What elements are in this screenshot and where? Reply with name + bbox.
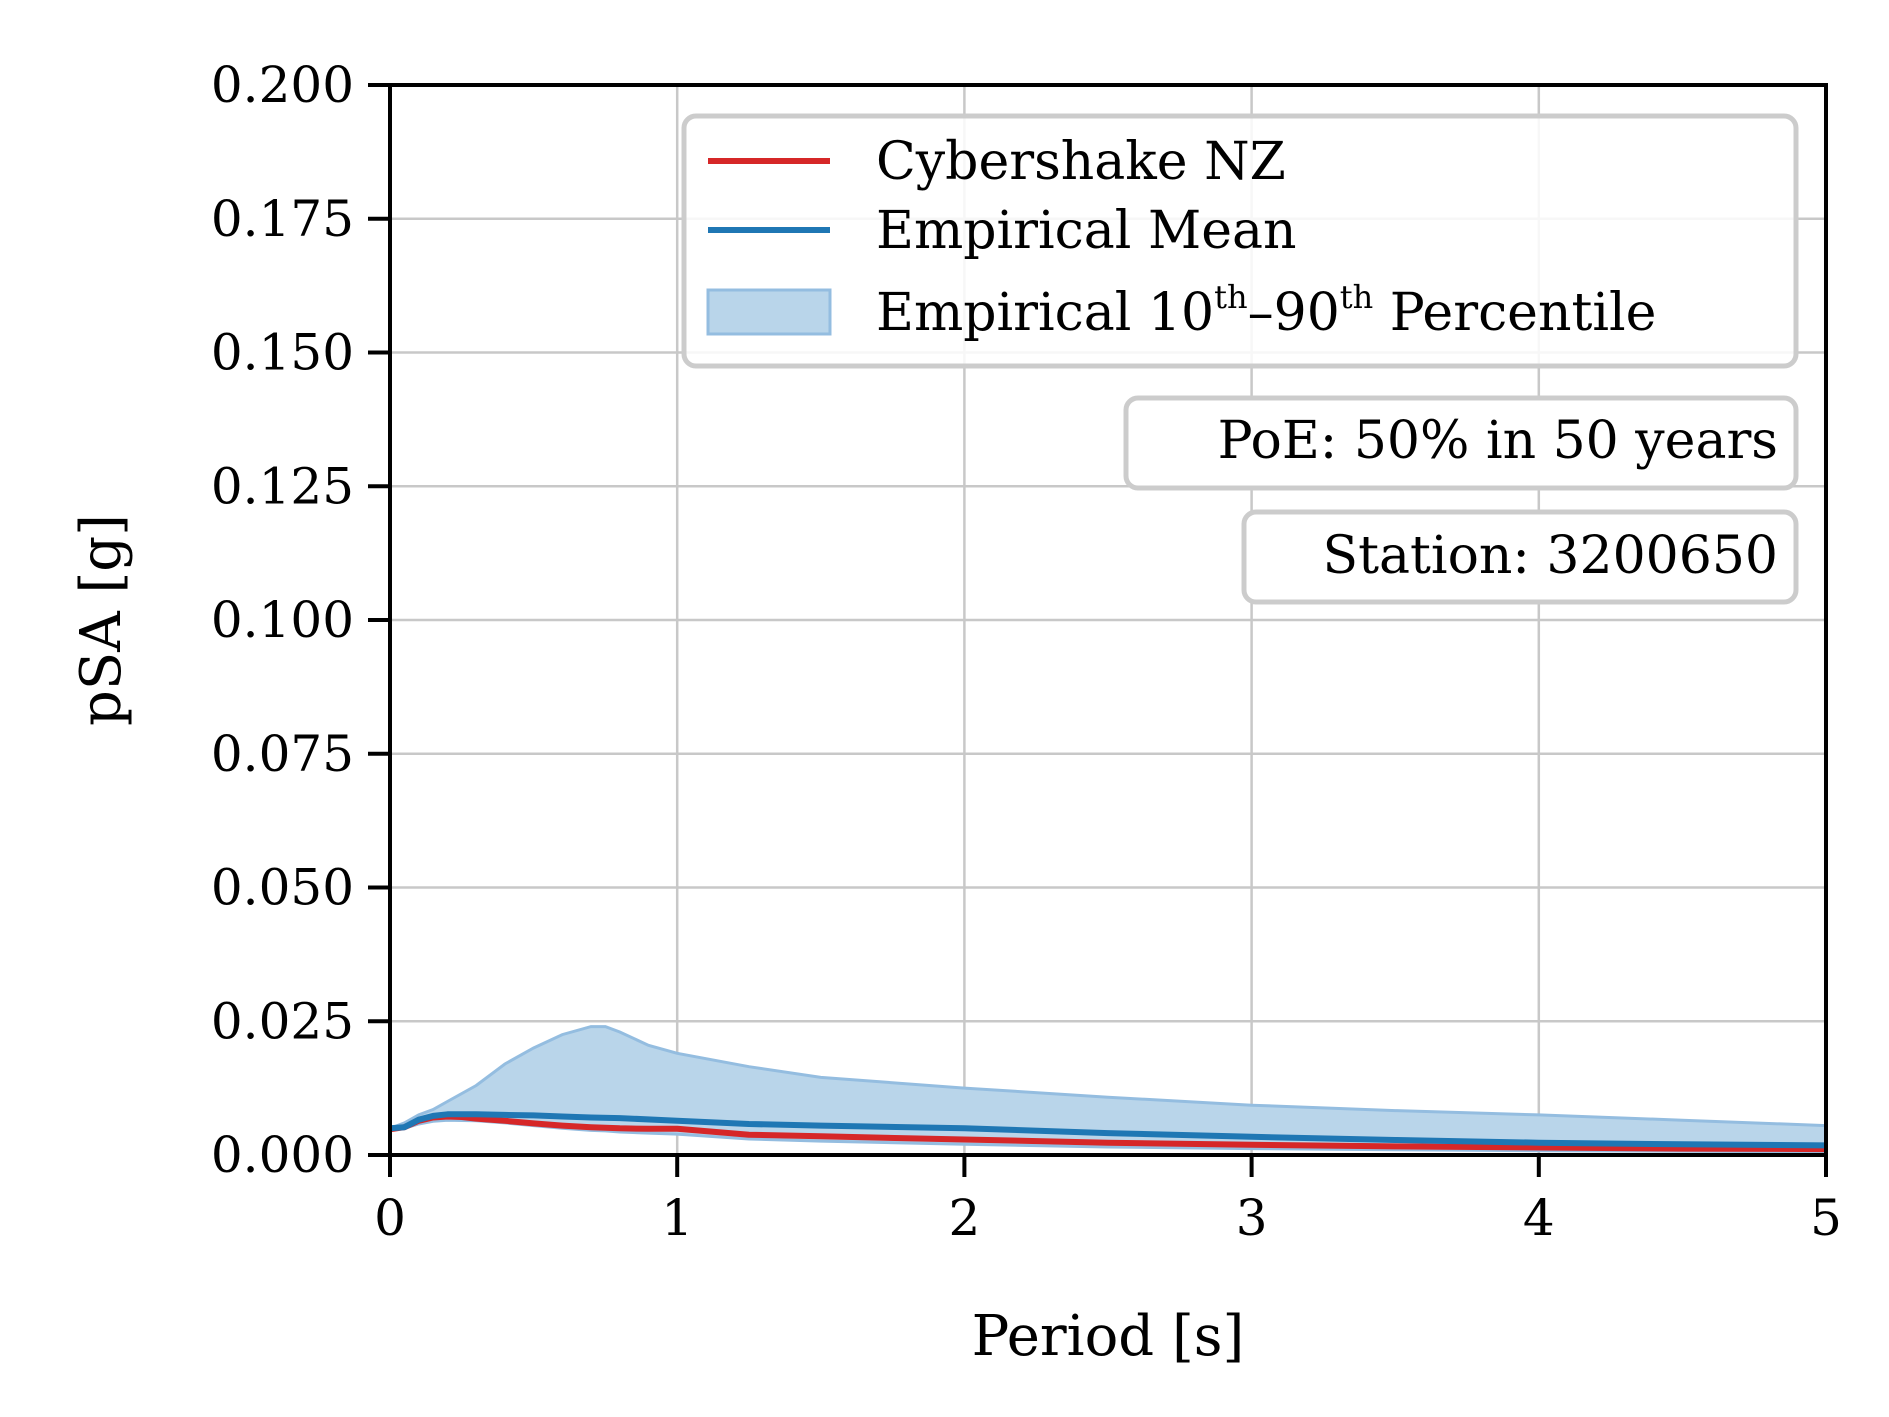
legend-band-sup2: th bbox=[1340, 278, 1373, 316]
annotation-poe: PoE: 50% in 50 years bbox=[1123, 395, 1799, 491]
legend-label-empirical-mean: Empirical Mean bbox=[876, 201, 1296, 261]
legend-swatch-percentile-band bbox=[706, 288, 832, 336]
legend-band-suffix: Percentile bbox=[1373, 283, 1656, 343]
y-tick-label: 0.000 bbox=[211, 1126, 354, 1184]
x-tick-label: 1 bbox=[661, 1189, 693, 1247]
empirical-percentile-lower-edge bbox=[390, 1118, 1826, 1154]
y-tick-label: 0.175 bbox=[211, 190, 354, 248]
annotation-station: Station: 3200650 bbox=[1241, 509, 1799, 605]
y-tick-label: 0.150 bbox=[211, 324, 354, 382]
legend-band-dash: –90 bbox=[1248, 283, 1340, 343]
empirical-mean-line bbox=[390, 1111, 1826, 1149]
y-tick-label: 0.125 bbox=[211, 457, 354, 515]
x-tick-label: 3 bbox=[1236, 1189, 1268, 1247]
y-tick-label: 0.075 bbox=[211, 725, 354, 783]
empirical-percentile-band bbox=[390, 1026, 1826, 1152]
legend-band-sup1: th bbox=[1214, 278, 1247, 316]
y-tick-label: 0.100 bbox=[211, 591, 354, 649]
x-tick-label: 4 bbox=[1523, 1189, 1555, 1247]
x-tick-label: 2 bbox=[948, 1189, 980, 1247]
annotation-poe-box bbox=[1123, 395, 1799, 491]
legend-band-prefix: Empirical 10 bbox=[876, 283, 1214, 343]
x-axis-ticks: 0 1 2 3 4 5 bbox=[374, 1155, 1842, 1247]
x-tick-label: 5 bbox=[1810, 1189, 1842, 1247]
x-axis-label: Period [s] bbox=[972, 1304, 1245, 1369]
empirical-percentile-upper-edge bbox=[390, 1025, 1826, 1130]
legend-label-cybershake: Cybershake NZ bbox=[876, 132, 1286, 192]
legend: Cybershake NZ Empirical Mean Empirical 1… bbox=[681, 113, 1799, 369]
y-tick-label: 0.050 bbox=[211, 859, 354, 917]
y-tick-label: 0.200 bbox=[211, 56, 354, 114]
x-tick-label: 0 bbox=[374, 1189, 406, 1247]
annotation-poe-text: PoE: 50% in 50 years bbox=[1218, 411, 1778, 471]
y-axis-ticks: 0.000 0.025 0.050 0.075 0.100 0.125 0.150 0.175… bbox=[211, 56, 390, 1184]
y-axis-label: pSA [g] bbox=[69, 514, 134, 726]
legend-frame bbox=[681, 113, 1799, 369]
annotation-station-box bbox=[1241, 509, 1799, 605]
y-tick-label: 0.025 bbox=[211, 992, 354, 1050]
legend-label-percentile-band: Empirical 10th–90th Percentile bbox=[876, 278, 1656, 343]
annotation-station-text: Station: 3200650 bbox=[1323, 526, 1778, 586]
